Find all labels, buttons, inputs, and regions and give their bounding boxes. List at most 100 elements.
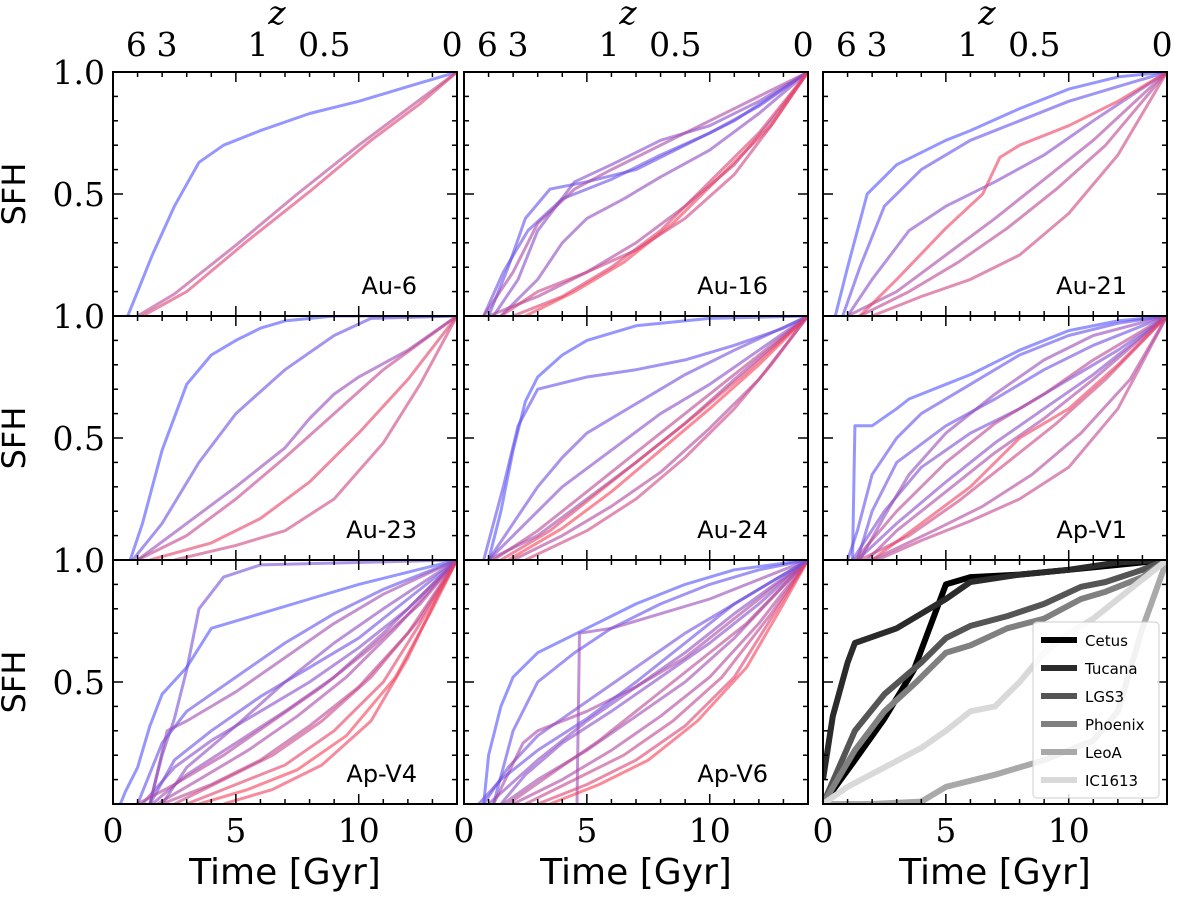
panel-au-23: 1.0 0.5 SFH Au-23 bbox=[0, 297, 458, 561]
series-line bbox=[853, 316, 1167, 560]
series-line-tucana bbox=[823, 560, 1167, 781]
top-z-tick-label: 6 bbox=[836, 25, 857, 64]
series-line bbox=[866, 316, 1167, 560]
panel-label: Ap-V1 bbox=[1056, 516, 1127, 544]
series-line bbox=[482, 72, 808, 316]
x-tick-label: 5 bbox=[576, 811, 597, 850]
series-line bbox=[833, 72, 1167, 316]
series-line-lgs3 bbox=[823, 560, 1167, 804]
legend-label-leoa: LeoA bbox=[1085, 744, 1122, 762]
series-line bbox=[858, 316, 1167, 560]
series-line bbox=[482, 560, 808, 804]
series-line bbox=[549, 560, 808, 804]
x-axis-label: Time [Gyr] bbox=[898, 852, 1091, 893]
series-line bbox=[492, 72, 808, 316]
series-line bbox=[173, 560, 457, 804]
series-line bbox=[131, 316, 457, 560]
series-line bbox=[871, 316, 1167, 560]
series-group bbox=[119, 560, 457, 804]
legend-label-lgs3: LGS3 bbox=[1085, 688, 1124, 706]
top-z-axis-label: z bbox=[977, 0, 996, 32]
x-axis-label: Time [Gyr] bbox=[539, 852, 732, 893]
top-z-tick-label: 0 bbox=[442, 25, 463, 64]
series-line bbox=[136, 316, 457, 560]
legend-label-tucana: Tucana bbox=[1084, 660, 1138, 678]
series-line-phoenix bbox=[823, 560, 1167, 804]
y-axis-label: SFH bbox=[0, 651, 33, 714]
top-z-tick-label: 0.5 bbox=[649, 25, 701, 64]
y-tick-label: 1.0 bbox=[53, 297, 105, 336]
series-line bbox=[524, 560, 808, 804]
series-line bbox=[477, 560, 808, 804]
x-tick-label: 0 bbox=[813, 811, 834, 850]
series-line bbox=[859, 72, 1167, 316]
series-line bbox=[156, 560, 457, 804]
series-line bbox=[507, 560, 808, 804]
x-tick-label: 10 bbox=[1048, 811, 1090, 850]
series-group bbox=[477, 560, 808, 804]
series-line bbox=[174, 316, 457, 560]
series-line bbox=[537, 560, 808, 804]
series-line bbox=[482, 72, 808, 316]
panel-label: Au-16 bbox=[697, 272, 768, 300]
series-group bbox=[482, 72, 808, 316]
series-line bbox=[876, 316, 1167, 560]
series-group bbox=[482, 316, 808, 560]
legend-label-phoenix: Phoenix bbox=[1085, 716, 1145, 734]
series-line bbox=[487, 316, 808, 560]
series-line bbox=[846, 316, 1167, 560]
series-line bbox=[841, 72, 1167, 316]
series-group bbox=[126, 72, 457, 316]
top-z-tick-label: 3 bbox=[867, 25, 888, 64]
series-line bbox=[846, 72, 1167, 316]
top-z-tick-label: 1 bbox=[957, 25, 978, 64]
top-z-tick-label: 1 bbox=[247, 25, 268, 64]
series-line bbox=[846, 72, 1167, 316]
series-line bbox=[858, 72, 1167, 316]
x-tick-label: 10 bbox=[689, 811, 731, 850]
top-z-tick-label: 0.5 bbox=[1008, 25, 1060, 64]
top-z-tick-label: 3 bbox=[508, 25, 529, 64]
series-line bbox=[136, 560, 457, 804]
panel-au-16: 6 3 1 0.5 0 z Au-16 bbox=[463, 0, 814, 317]
series-line bbox=[141, 72, 457, 316]
y-tick-label: 0.5 bbox=[53, 175, 105, 214]
series-line bbox=[487, 316, 808, 560]
x-tick-label: 5 bbox=[225, 811, 246, 850]
top-z-tick-label: 0 bbox=[793, 25, 814, 64]
series-line bbox=[488, 72, 808, 316]
top-z-tick-label: 6 bbox=[477, 25, 498, 64]
panel-label: Ap-V4 bbox=[346, 760, 417, 788]
series-line bbox=[148, 560, 457, 804]
panel-label: Au-6 bbox=[361, 272, 417, 300]
series-line bbox=[160, 560, 457, 804]
series-line bbox=[507, 316, 808, 560]
legend-label-cetus: Cetus bbox=[1085, 632, 1128, 650]
panel-label: Au-23 bbox=[346, 516, 417, 544]
series-line bbox=[871, 316, 1167, 560]
top-z-tick-label: 0.5 bbox=[298, 25, 350, 64]
series-line bbox=[856, 316, 1167, 560]
x-tick-label: 0 bbox=[103, 811, 124, 850]
top-z-axis-label: z bbox=[267, 0, 286, 32]
top-z-tick-label: 0 bbox=[1152, 25, 1173, 64]
x-tick-label: 5 bbox=[935, 811, 956, 850]
series-line bbox=[502, 560, 808, 804]
series-line bbox=[859, 316, 1167, 560]
panel-label: Au-24 bbox=[697, 516, 768, 544]
top-z-tick-label: 6 bbox=[126, 25, 147, 64]
series-line bbox=[499, 560, 808, 804]
series-line bbox=[482, 316, 808, 560]
y-axis-label: SFH bbox=[0, 407, 33, 470]
panel-label: Ap-V6 bbox=[697, 760, 768, 788]
top-z-tick-label: 3 bbox=[157, 25, 178, 64]
series-line bbox=[524, 72, 808, 316]
panel-au-6: 1.0 0.5 SFH 6 3 1 0.5 0 z Au-6 bbox=[0, 0, 463, 317]
series-line bbox=[499, 72, 808, 316]
y-tick-label: 0.5 bbox=[53, 663, 105, 702]
series-line bbox=[136, 316, 457, 560]
panel-ap-v1: Ap-V1 bbox=[822, 315, 1168, 561]
